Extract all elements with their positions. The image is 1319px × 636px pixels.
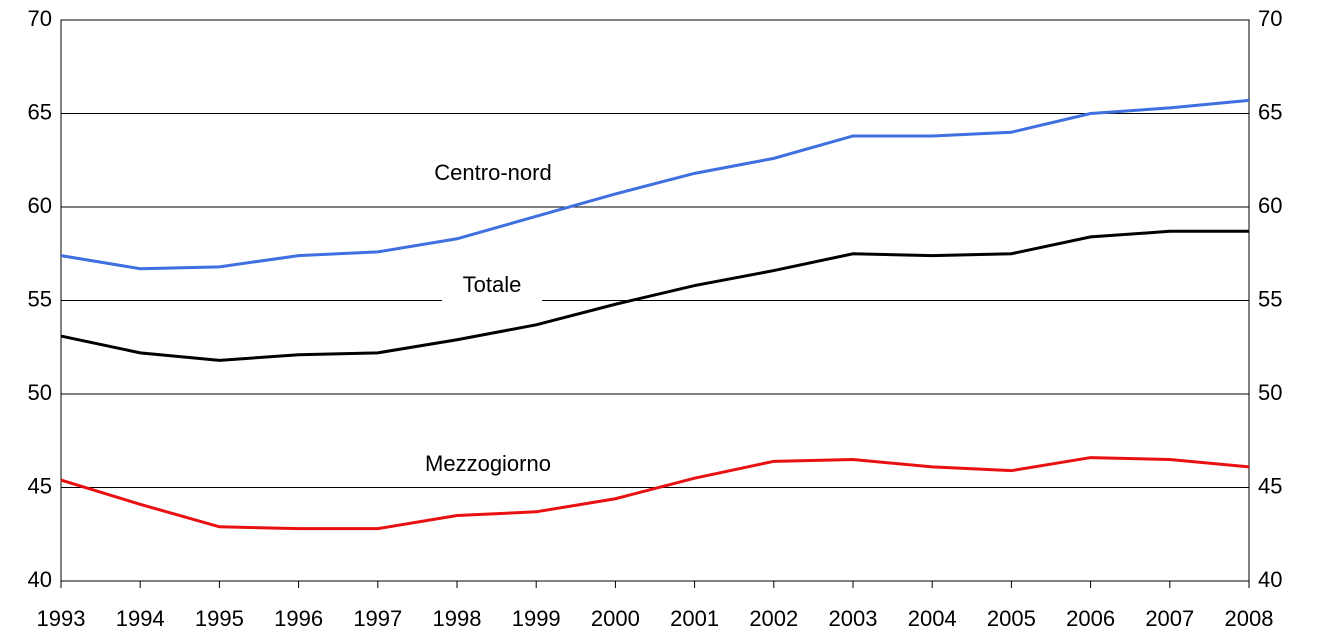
y-tick-label: 50	[28, 380, 52, 405]
label-background	[442, 270, 542, 302]
x-tick-label: 2000	[591, 606, 640, 631]
y2-tick-label: 50	[1258, 380, 1282, 405]
y2-tick-label: 55	[1258, 286, 1282, 311]
y2-tick-label: 65	[1258, 99, 1282, 124]
x-tick-label: 2004	[908, 606, 957, 631]
x-tick-label: 2005	[987, 606, 1036, 631]
x-tick-label: 2008	[1225, 606, 1274, 631]
x-tick-label: 1994	[116, 606, 165, 631]
y2-tick-label: 60	[1258, 193, 1282, 218]
y-tick-label: 60	[28, 193, 52, 218]
series-line	[60, 98, 1250, 271]
x-tick-label: 2003	[829, 606, 878, 631]
x-tick-label: 1999	[512, 606, 561, 631]
x-tick-label: 2002	[749, 606, 798, 631]
x-tick-label: 1997	[353, 606, 402, 631]
y-tick-label: 65	[28, 99, 52, 124]
y-tick-label: 55	[28, 286, 52, 311]
series-label: Totale	[463, 272, 522, 297]
x-tick-label: 1998	[433, 606, 482, 631]
y-tick-label: 45	[28, 473, 52, 498]
x-tick-label: 2001	[670, 606, 719, 631]
x-tick-label: 2006	[1066, 606, 1115, 631]
plot-frame	[60, 19, 1250, 582]
y-tick-label: 70	[28, 6, 52, 31]
x-tick-label: 1996	[274, 606, 323, 631]
x-tick-label: 1995	[195, 606, 244, 631]
y2-tick-label: 40	[1258, 567, 1282, 592]
x-tick-label: 2007	[1145, 606, 1194, 631]
series-line	[60, 229, 1249, 362]
series-label: Centro-nord	[434, 160, 551, 185]
y2-tick-label: 70	[1258, 6, 1282, 31]
series-label: Mezzogiorno	[425, 451, 551, 476]
x-tick-label: 1993	[37, 606, 86, 631]
y-tick-label: 40	[28, 567, 52, 592]
y2-tick-label: 45	[1258, 473, 1282, 498]
series-line	[60, 456, 1250, 531]
